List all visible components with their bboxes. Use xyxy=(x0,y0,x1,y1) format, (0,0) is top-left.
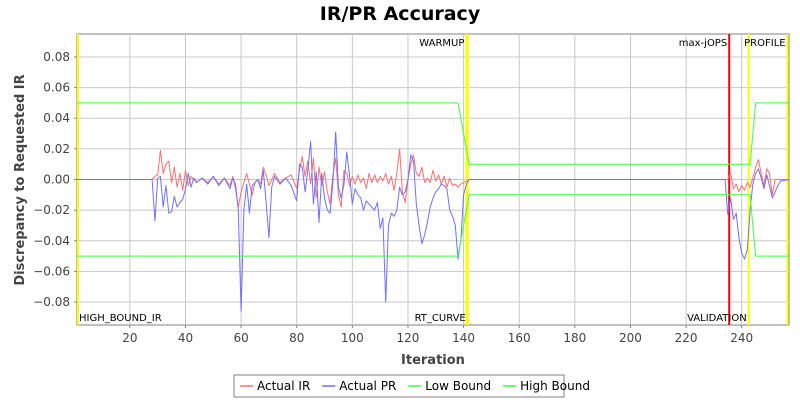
y-axis-ticks: −0.08 −0.06 −0.04 −0.02 0.00 0.02 0.04 0.06 0.08 xyxy=(33,50,77,309)
y-tick-label: 0.00 xyxy=(43,173,70,187)
series-lines xyxy=(77,102,790,312)
y-axis-label: Discrepancy to Requested IR xyxy=(13,74,28,285)
x-axis-label: Iteration xyxy=(401,353,465,368)
x-tick-label: 100 xyxy=(341,331,364,345)
y-tick-label: −0.08 xyxy=(33,295,70,309)
x-tick-label: 40 xyxy=(178,331,193,345)
series-line xyxy=(77,148,789,208)
y-tick-label: −0.02 xyxy=(33,203,70,217)
x-tick-label: 120 xyxy=(397,331,420,345)
legend-entry-label: Low Bound xyxy=(425,379,491,393)
series-line xyxy=(77,102,789,165)
x-tick-label: 200 xyxy=(619,331,642,345)
legend: Actual IR Actual PR Low Bound High Bound xyxy=(233,374,590,398)
phase-marker-label: WARMUP xyxy=(419,38,464,49)
legend-entry-label: Actual PR xyxy=(339,379,396,393)
y-tick-label: 0.08 xyxy=(43,50,70,64)
x-tick-label: 220 xyxy=(675,331,698,345)
series-line xyxy=(77,194,789,257)
y-tick-label: −0.04 xyxy=(33,234,70,248)
phase-marker-label: max-jOPS xyxy=(679,38,727,49)
legend-entry-label: High Bound xyxy=(520,379,590,393)
y-tick-label: −0.06 xyxy=(33,264,70,278)
x-axis-ticks: 20 40 60 80 100 120 140 160 180 200 220 240 xyxy=(122,325,753,345)
x-tick-label: 140 xyxy=(452,331,475,345)
x-tick-label: 160 xyxy=(508,331,531,345)
y-tick-label: 0.02 xyxy=(43,142,70,156)
x-tick-label: 240 xyxy=(730,331,753,345)
chart-title: IR/PR Accuracy xyxy=(320,3,481,25)
x-tick-label: 60 xyxy=(233,331,248,345)
legend-entry-label: Actual IR xyxy=(257,379,310,393)
x-tick-label: 20 xyxy=(122,331,137,345)
legend-frame xyxy=(233,374,565,398)
phase-marker-label: HIGH_BOUND_IR xyxy=(79,313,162,324)
y-tick-label: 0.06 xyxy=(43,81,70,95)
phase-marker-label: PROFILE xyxy=(744,38,785,49)
phase-marker-label: RT_CURVE xyxy=(415,313,466,324)
y-tick-label: 0.04 xyxy=(43,111,70,125)
x-tick-label: 80 xyxy=(289,331,304,345)
series-line xyxy=(77,131,790,312)
x-tick-label: 180 xyxy=(563,331,586,345)
phase-marker-label: VALIDATION xyxy=(687,313,747,324)
